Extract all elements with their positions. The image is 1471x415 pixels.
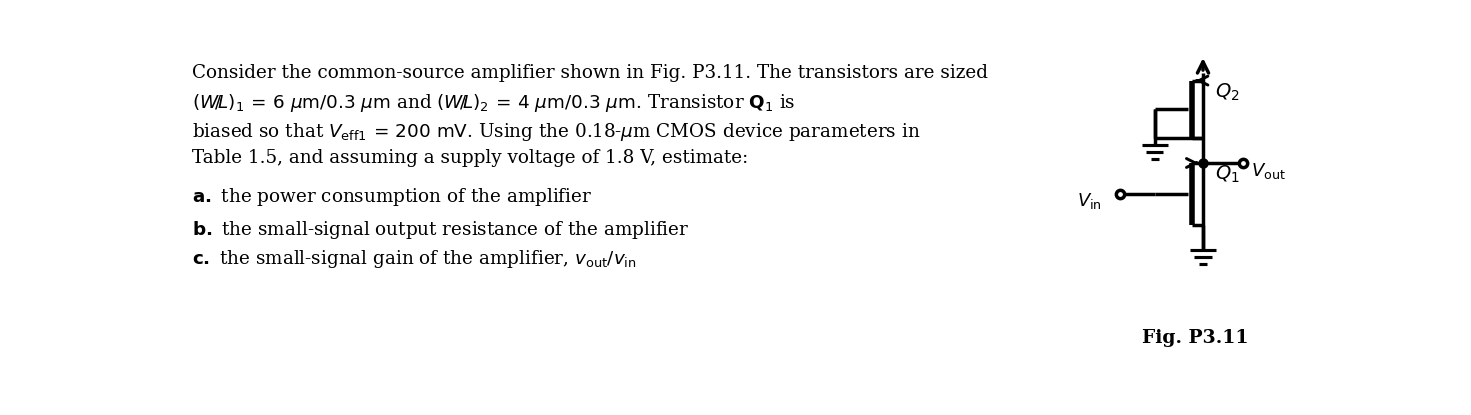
- Text: $\mathbf{b.}$ the small-signal output resistance of the amplifier: $\mathbf{b.}$ the small-signal output re…: [191, 219, 688, 241]
- Text: $Q_1$: $Q_1$: [1215, 164, 1240, 185]
- Text: Fig. P3.11: Fig. P3.11: [1141, 330, 1249, 347]
- Text: $V_{\mathrm{out}}$: $V_{\mathrm{out}}$: [1250, 161, 1286, 181]
- Text: Consider the common-source amplifier shown in Fig. P3.11. The transistors are si: Consider the common-source amplifier sho…: [191, 63, 987, 82]
- Text: biased so that $V_{\mathrm{eff1}}\,=\,200\ \mathrm{mV}$. Using the 0.18-$\mu$m C: biased so that $V_{\mathrm{eff1}}\,=\,20…: [191, 121, 919, 143]
- Text: $\mathbf{a.}$ the power consumption of the amplifier: $\mathbf{a.}$ the power consumption of t…: [191, 186, 591, 208]
- Text: Table 1.5, and assuming a supply voltage of 1.8 V, estimate:: Table 1.5, and assuming a supply voltage…: [191, 149, 747, 167]
- Text: $(W\!/\!L)_1\,=\,6\ \mu\mathrm{m}/0.3\ \mu\mathrm{m}$ and $(W\!/\!L)_2\,=\,4\ \m: $(W\!/\!L)_1\,=\,6\ \mu\mathrm{m}/0.3\ \…: [191, 92, 794, 114]
- Text: $Q_2$: $Q_2$: [1215, 81, 1239, 103]
- Text: $V_{\mathrm{in}}$: $V_{\mathrm{in}}$: [1077, 191, 1102, 211]
- Text: $\mathbf{c.}$ the small-signal gain of the amplifier, $v_{\mathrm{out}}/v_{\math: $\mathbf{c.}$ the small-signal gain of t…: [191, 248, 635, 270]
